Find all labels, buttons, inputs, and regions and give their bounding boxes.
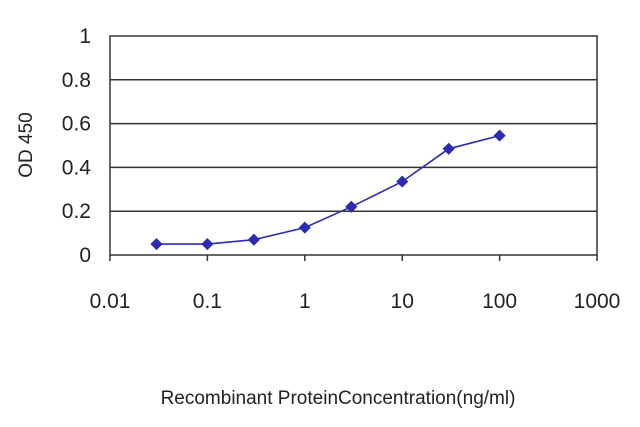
data-point-7 (493, 129, 506, 142)
y-tick-label: 0.2 (62, 200, 91, 223)
x-tick-label: 1000 (574, 290, 621, 313)
y-axis-title: OD 450 (16, 112, 37, 177)
x-tick-label: 10 (391, 290, 414, 313)
y-tick-label: 0.6 (62, 113, 91, 136)
x-tick-label: 100 (482, 290, 517, 313)
y-tick-label: 1 (79, 25, 91, 48)
x-axis-title: Recombinant ProteinConcentration(ng/ml) (161, 388, 516, 409)
y-tick-label: 0.8 (62, 69, 91, 92)
data-point-0 (150, 238, 163, 251)
x-tick-label: 1 (299, 290, 311, 313)
series-line-0 (156, 134, 500, 245)
series-layer (150, 129, 506, 251)
plot-area-frame (109, 35, 598, 256)
data-point-5 (396, 175, 409, 188)
data-point-3 (298, 221, 311, 234)
x-tick-label: 0.1 (193, 290, 222, 313)
data-point-6 (442, 142, 455, 155)
y-tick-label: 0 (79, 244, 91, 267)
x-axis-ticks (109, 255, 598, 261)
gridlines (110, 79, 597, 212)
data-point-2 (247, 233, 260, 246)
x-tick-label: 0.01 (90, 290, 131, 313)
data-point-4 (345, 200, 358, 213)
y-tick-label: 0.4 (62, 156, 92, 179)
data-point-1 (201, 238, 214, 251)
